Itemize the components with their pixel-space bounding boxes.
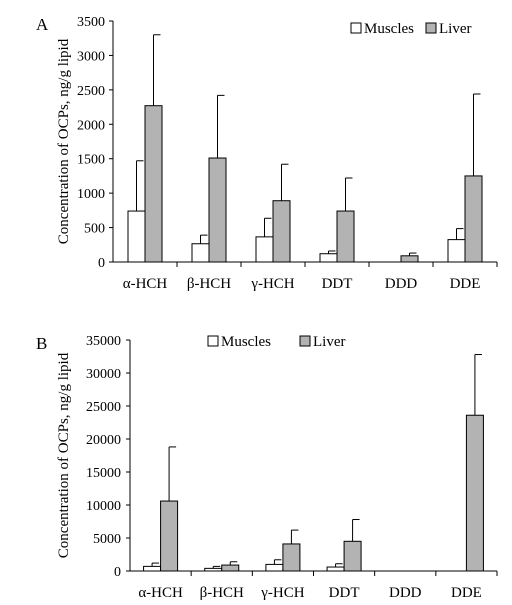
bar-muscles — [127, 210, 146, 263]
y-tick-label: 3500 — [77, 15, 105, 30]
panel-label: A — [36, 15, 49, 34]
x-tick-label: α-HCH — [138, 585, 183, 600]
bar-liver — [282, 543, 301, 572]
y-axis-title: Concentration of OCPs, ng/g lipid — [56, 352, 72, 558]
panel-a: A 0 500 1000 1500 2000 2500 3000 3500 Concentrati… — [36, 15, 498, 292]
legend-swatch-muscles — [207, 335, 219, 347]
y-tick-label: 2000 — [77, 118, 105, 133]
y-tick-label: 0 — [98, 256, 105, 271]
y-tick-label: 20000 — [86, 433, 121, 448]
x-tick-label: DDT — [322, 276, 353, 292]
panel-b: B 0 5000 10000 15000 20000 25000 30000 35000 Conc… — [36, 334, 498, 601]
y-tick-label: 1500 — [77, 153, 105, 168]
x-tick-label: γ-HCH — [250, 276, 294, 292]
y-tick-label: 5000 — [93, 532, 121, 547]
x-tick-label: DDT — [329, 585, 360, 600]
bar-liver — [400, 255, 419, 263]
bar-muscles — [204, 567, 223, 572]
x-tick-label: γ-HCH — [260, 585, 304, 600]
bar-liver — [343, 540, 362, 572]
y-tick-label: 30000 — [86, 367, 121, 382]
y-tick-label: 3000 — [77, 49, 105, 64]
x-tick-label: DDD — [385, 276, 418, 292]
x-tick-label: β-HCH — [187, 276, 231, 292]
bar-liver — [336, 210, 355, 263]
y-tick-label: 25000 — [86, 400, 121, 415]
y-tick-label: 2500 — [77, 84, 105, 99]
bar-muscles — [319, 253, 338, 263]
x-tick-label: α-HCH — [123, 276, 168, 292]
legend-swatch-liver — [299, 335, 311, 347]
bar-liver — [272, 200, 291, 263]
bar-liver — [221, 564, 240, 572]
bar-liver — [160, 500, 179, 572]
legend-label-liver: Liver — [439, 21, 471, 37]
legend-label-liver: Liver — [313, 334, 345, 350]
legend-swatch-muscles — [350, 22, 362, 34]
y-tick-label: 35000 — [86, 334, 121, 349]
bar-liver — [144, 105, 163, 263]
bar-muscles — [255, 236, 274, 263]
legend-label-muscles: Muscles — [221, 334, 271, 350]
x-tick-label: DDE — [451, 585, 482, 600]
y-tick-label: 15000 — [86, 466, 121, 481]
x-tick-label: β-HCH — [200, 585, 244, 600]
y-axis-title: Concentration of OCPs, ng/g lipid — [56, 38, 72, 244]
bar-muscles — [326, 566, 345, 572]
legend-label-muscles: Muscles — [364, 21, 414, 37]
bar-liver — [464, 175, 483, 263]
bar-muscles — [447, 239, 466, 263]
y-tick-label: 10000 — [86, 499, 121, 514]
bar-muscles — [191, 243, 210, 263]
x-tick-label: DDD — [389, 585, 422, 600]
bar-liver — [465, 414, 484, 572]
y-tick-label: 500 — [84, 222, 105, 237]
x-tick-label: DDE — [450, 276, 481, 292]
bar-muscles — [265, 563, 284, 572]
bar-liver — [208, 157, 227, 263]
bar-muscles — [143, 565, 162, 572]
panel-label: B — [36, 334, 47, 353]
legend-swatch-liver — [425, 22, 437, 34]
y-tick-label: 0 — [114, 565, 121, 580]
y-tick-label: 1000 — [77, 187, 105, 202]
